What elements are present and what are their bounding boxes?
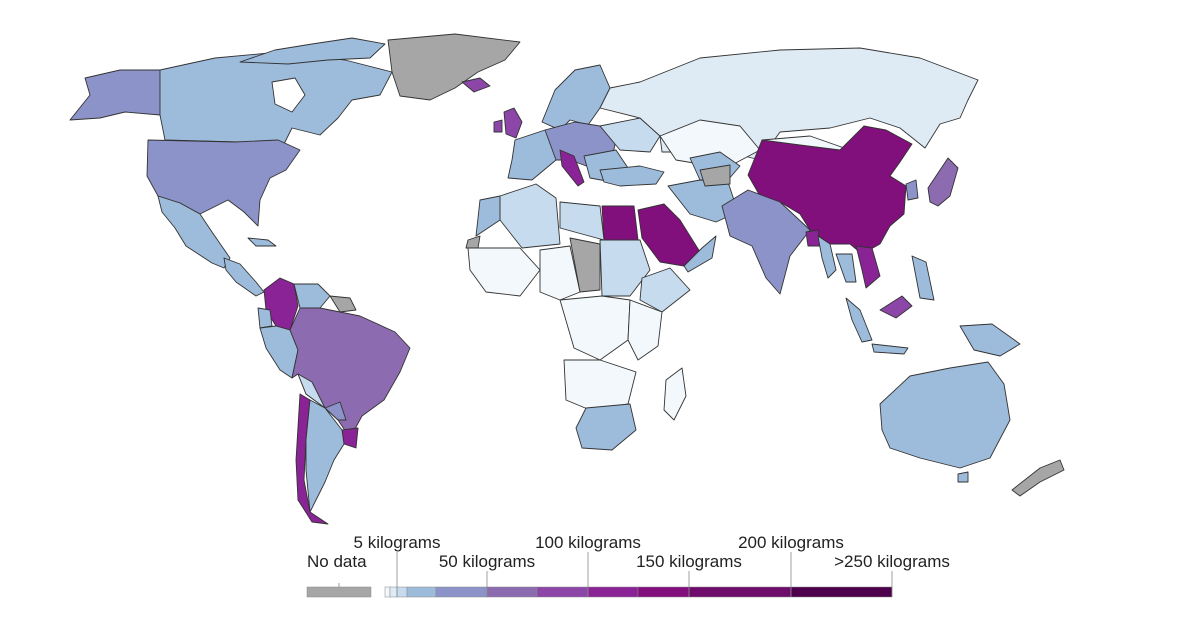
country-japan — [927, 157, 959, 207]
country-sumatra — [845, 297, 873, 343]
country-new-zealand — [1011, 459, 1065, 497]
country-east-africa — [627, 299, 663, 361]
country-chad — [569, 237, 601, 293]
country-mexico — [157, 195, 231, 269]
legend-swatch-bin-100-125 — [536, 586, 589, 598]
country-oman-yemen — [683, 235, 717, 273]
country-uk — [503, 107, 523, 139]
country-vietnam — [855, 245, 881, 289]
country-ireland — [493, 119, 503, 133]
country-southern-africa — [575, 403, 637, 451]
legend-swatch-bin-200-250 — [688, 586, 792, 598]
country-pakistan-india — [721, 189, 811, 295]
country-thailand — [835, 253, 857, 283]
country-argentina — [305, 399, 345, 513]
country-java — [871, 343, 909, 355]
country-afghanistan — [699, 164, 731, 187]
country-ecuador — [257, 307, 273, 329]
legend-swatch-bin-125-150 — [587, 586, 639, 598]
legend-swatch-bin-0-2 — [384, 586, 391, 598]
country-uruguay — [341, 427, 359, 449]
country-greenland — [387, 33, 521, 101]
country-libya — [559, 201, 605, 241]
country-sudan — [599, 239, 651, 297]
country-iceland — [461, 77, 491, 93]
legend-swatch-bin-2-5 — [389, 586, 398, 598]
legend-swatch-bin-50-75 — [435, 586, 488, 598]
legend-swatch-bin-250-plus — [790, 586, 893, 598]
country-ethiopia-horn — [639, 267, 691, 313]
country-china — [747, 125, 913, 255]
country-kazakhstan — [659, 119, 761, 167]
country-philippines — [911, 255, 935, 301]
country-central-africa — [559, 295, 631, 361]
country-bangladesh — [805, 229, 821, 247]
country-morocco — [475, 195, 501, 237]
legend-label: 200 kilograms — [738, 533, 844, 552]
country-new-guinea — [959, 323, 1021, 357]
country-tasmania — [957, 471, 969, 483]
legend-label: 5 kilograms — [354, 533, 441, 552]
country-australia — [879, 361, 1011, 469]
legend-swatch-bin-20-50 — [406, 586, 437, 598]
country-alaska — [69, 69, 166, 121]
country-korea — [905, 179, 919, 201]
country-niger-nigeria — [539, 245, 581, 301]
legend-swatch-bin-75-100 — [486, 586, 538, 598]
legend-swatch-bin-5-20 — [396, 586, 408, 598]
country-turkey — [599, 165, 665, 187]
country-bolivia — [297, 373, 326, 409]
legend-label: 150 kilograms — [636, 552, 742, 571]
country-venezuela — [293, 283, 331, 309]
country-paraguay — [324, 401, 347, 421]
country-brazil — [289, 307, 411, 439]
country-madagascar — [663, 367, 687, 421]
country-central-america — [223, 257, 265, 297]
countries-layer — [69, 33, 1065, 525]
country-egypt — [601, 205, 639, 241]
country-hudson-bay — [271, 77, 306, 113]
legend-label: 50 kilograms — [439, 552, 535, 571]
country-cuba — [247, 237, 277, 247]
country-scandinavia — [541, 64, 611, 131]
country-angola-zambia — [563, 359, 637, 411]
country-algeria — [499, 183, 561, 249]
country-guiana — [329, 295, 357, 313]
legend-swatch-bin-150-200 — [637, 586, 690, 598]
legend-label-no-data: No data — [307, 552, 367, 571]
country-ukraine — [599, 117, 661, 153]
country-malaysia-borneo — [879, 295, 913, 319]
legend-label: >250 kilograms — [834, 552, 950, 571]
country-west-sahara — [465, 235, 481, 249]
country-italy — [559, 149, 585, 187]
country-sahel-west — [467, 247, 541, 297]
legend-swatch-no-data — [306, 586, 372, 598]
country-myanmar — [817, 235, 837, 279]
legend-label: 100 kilograms — [535, 533, 641, 552]
country-canada-islands — [239, 37, 386, 65]
